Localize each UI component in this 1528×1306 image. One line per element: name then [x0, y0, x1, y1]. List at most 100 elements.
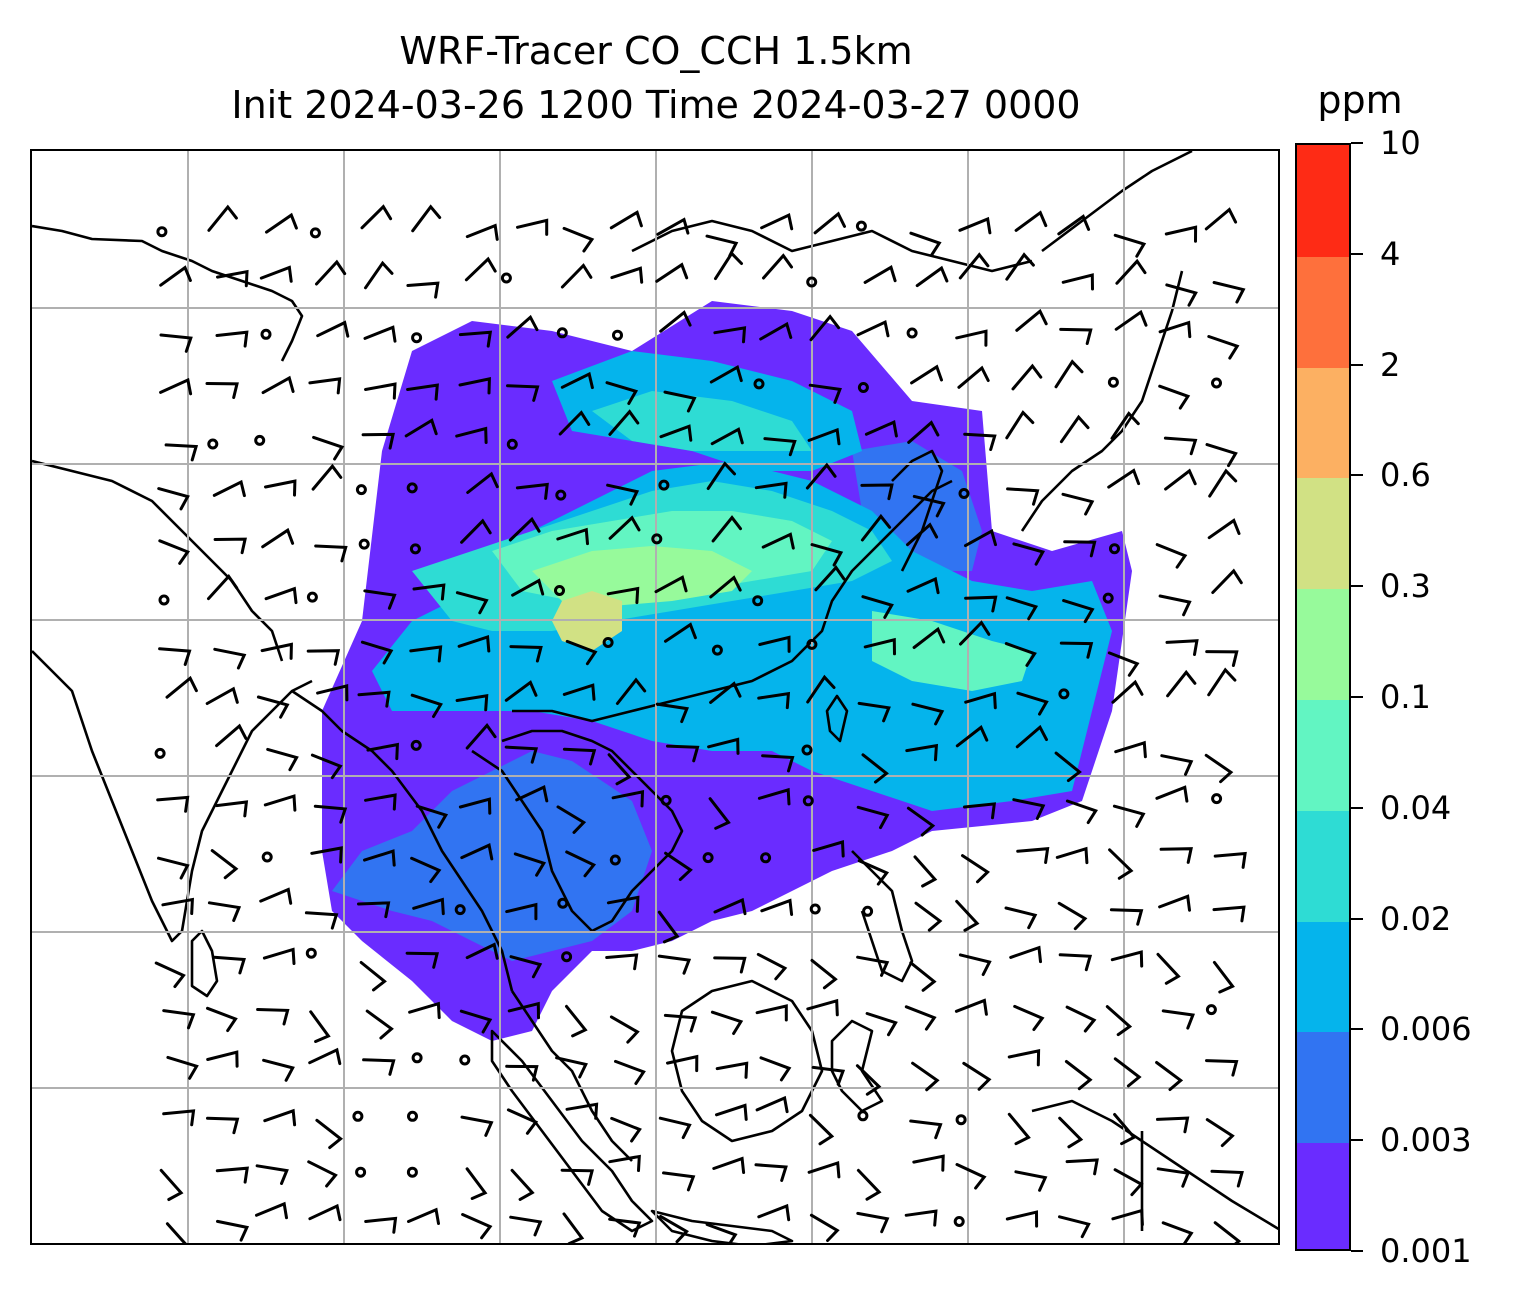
wind-barb [861, 595, 894, 619]
wind-barb [560, 263, 593, 289]
colorbar-segment [1297, 145, 1349, 257]
calm-wind-marker [254, 434, 266, 446]
calm-wind-marker [309, 227, 321, 239]
wind-barb [556, 805, 587, 834]
wind-barb [864, 420, 898, 438]
wind-barb [265, 212, 298, 234]
wind-barb [362, 1058, 396, 1076]
wind-barb [958, 216, 992, 235]
calm-wind-marker [1211, 377, 1222, 389]
coastline-srilanka [190, 929, 219, 998]
calm-wind-marker [207, 438, 219, 450]
calm-wind-marker [352, 1110, 364, 1122]
wind-barb [1062, 599, 1095, 624]
wind-barb [215, 800, 249, 818]
wind-barb [506, 384, 540, 402]
calm-wind-marker [760, 852, 772, 864]
wind-barb [1055, 846, 1089, 865]
wind-barb [912, 494, 946, 518]
wind-barb [963, 432, 997, 451]
wind-barb [357, 901, 391, 919]
wind-barb [159, 333, 193, 353]
wind-barb [964, 691, 997, 710]
wind-barb [460, 1115, 494, 1137]
coastline-java [650, 1209, 794, 1243]
wind-barb [1156, 1116, 1190, 1134]
calm-wind-marker [554, 585, 565, 596]
wind-barb [957, 365, 990, 389]
wind-barb [1160, 754, 1194, 776]
colorbar-tick-label: 0.3 [1380, 567, 1431, 606]
wind-barb [1207, 518, 1241, 540]
wind-barb [814, 565, 846, 592]
wind-barb [464, 256, 497, 282]
coastline-taiwan [825, 694, 849, 743]
wind-barb [856, 319, 890, 338]
wind-barb [1005, 410, 1035, 440]
wind-barb [306, 649, 341, 666]
wind-barb [1155, 543, 1188, 569]
wind-barb [856, 1211, 890, 1234]
wind-barb [206, 1116, 240, 1135]
calm-wind-marker [857, 382, 869, 393]
calm-wind-marker [411, 332, 423, 344]
wind-barb [207, 901, 242, 922]
wind-barb [906, 522, 939, 547]
calm-wind-marker [261, 851, 273, 863]
wind-barb [760, 898, 794, 916]
calm-wind-marker [306, 591, 318, 603]
wind-barb [658, 1116, 692, 1140]
wind-barb [757, 691, 791, 710]
wind-barb [1163, 436, 1198, 456]
wind-barb [1213, 851, 1247, 869]
wind-barb [166, 1055, 199, 1080]
wind-barb [606, 483, 640, 506]
wind-barb [260, 642, 293, 660]
wind-barb [763, 437, 797, 457]
wind-barb [1004, 906, 1038, 930]
wind-barb [904, 1209, 938, 1227]
wind-barb [262, 1058, 295, 1082]
calm-wind-marker [158, 594, 170, 606]
wind-barb [1207, 335, 1240, 360]
map-panel [30, 149, 1280, 1245]
wind-barb [1013, 1004, 1045, 1031]
wind-barb [1113, 1113, 1137, 1146]
wind-barb [308, 377, 342, 395]
wind-barb [406, 281, 440, 299]
wind-barb [1204, 753, 1234, 784]
wind-barb [505, 902, 538, 921]
wind-barb [915, 265, 949, 288]
wind-barb [610, 266, 644, 284]
wind-barb [757, 787, 791, 806]
wind-barb [504, 745, 539, 764]
wind-barb [415, 804, 449, 829]
wind-barb [713, 897, 747, 916]
wind-barb [565, 1102, 599, 1120]
wind-barb [664, 622, 697, 643]
wind-barb [607, 753, 632, 786]
wind-barb [955, 899, 980, 932]
colorbar-tick-mark [1351, 142, 1363, 144]
calm-wind-marker [906, 327, 918, 339]
calm-wind-marker [556, 327, 568, 339]
wind-barb [366, 742, 399, 761]
wind-barbs [154, 204, 1247, 1243]
wind-barb [263, 794, 297, 812]
wind-barb [506, 314, 539, 339]
wind-barb [407, 1207, 440, 1225]
wind-barb [608, 1217, 642, 1238]
wind-barb [657, 910, 680, 944]
wind-barb [1113, 1168, 1144, 1197]
wind-barb [655, 262, 689, 283]
wind-barb [807, 1160, 841, 1179]
wind-barb [761, 532, 795, 550]
calm-wind-marker [454, 904, 466, 916]
coastline-indochina [471, 729, 684, 933]
wind-barb [216, 1219, 250, 1242]
wind-barb [806, 674, 836, 704]
colorbar-segment [1297, 255, 1349, 368]
wind-barb [662, 1171, 696, 1192]
calm-wind-marker [862, 905, 874, 917]
wind-barb [1156, 1167, 1190, 1188]
